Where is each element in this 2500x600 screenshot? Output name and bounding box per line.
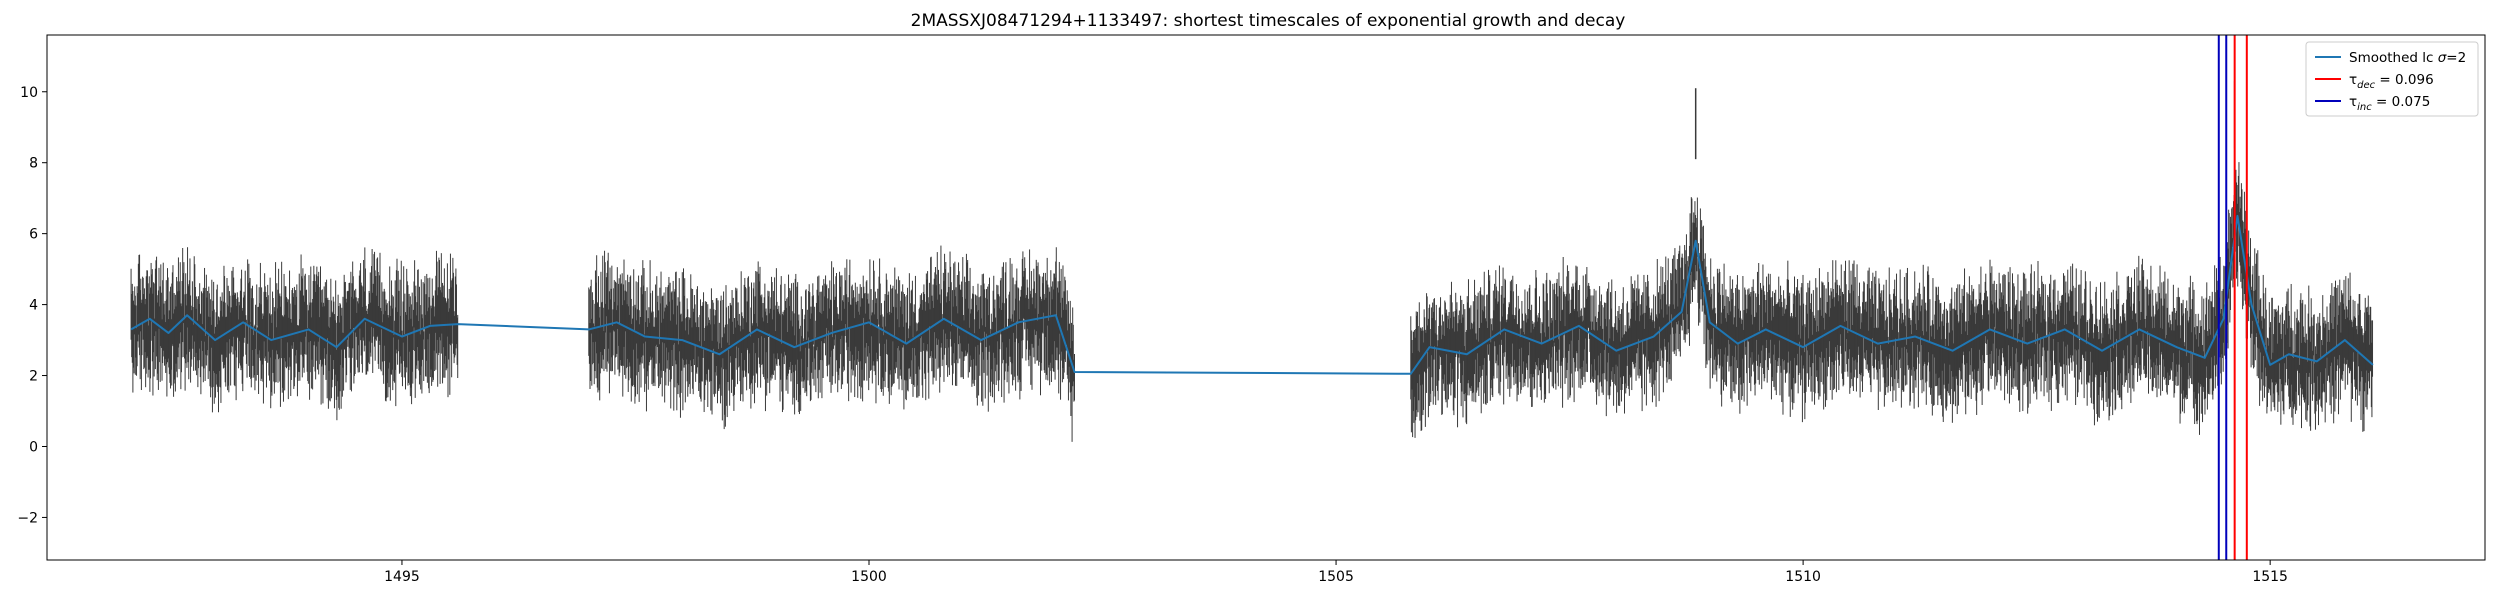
y-tick-label: 10 xyxy=(20,85,38,101)
chart-title: 2MASSXJ08471294+1133497: shortest timesc… xyxy=(911,11,1626,31)
legend: Smoothed lc σ=2 τdec = 0.096 τinc = 0.075 xyxy=(2305,41,2479,117)
y-tick-label: 0 xyxy=(29,439,38,455)
legend-tau-dec-label: τdec = 0.096 xyxy=(2349,72,2434,91)
axes-frame xyxy=(46,34,2486,561)
smoothed-lightcurve-line xyxy=(130,214,2374,375)
legend-tau-inc-label: τinc = 0.075 xyxy=(2349,94,2430,113)
legend-box xyxy=(2305,41,2479,117)
x-tick-label: 1500 xyxy=(851,569,887,585)
y-tick-label: −2 xyxy=(17,510,38,526)
plot-area xyxy=(130,35,2374,560)
axes: 1495 1500 1505 1510 1515 −2 0 2 4 6 8 10 xyxy=(17,34,2486,585)
legend-smoothed-label: Smoothed lc σ=2 xyxy=(2349,50,2466,66)
x-tick-label: 1495 xyxy=(384,569,420,585)
x-tick-label: 1515 xyxy=(2252,569,2288,585)
plot-content xyxy=(130,35,2374,560)
errorbars-group xyxy=(130,162,2374,442)
x-tick-label: 1505 xyxy=(1318,569,1354,585)
y-tick-label: 2 xyxy=(29,369,38,385)
y-tick-label: 8 xyxy=(29,156,38,172)
x-tick-label: 1510 xyxy=(1785,569,1821,585)
y-tick-label: 6 xyxy=(29,227,38,243)
y-tick-label: 4 xyxy=(29,298,38,314)
